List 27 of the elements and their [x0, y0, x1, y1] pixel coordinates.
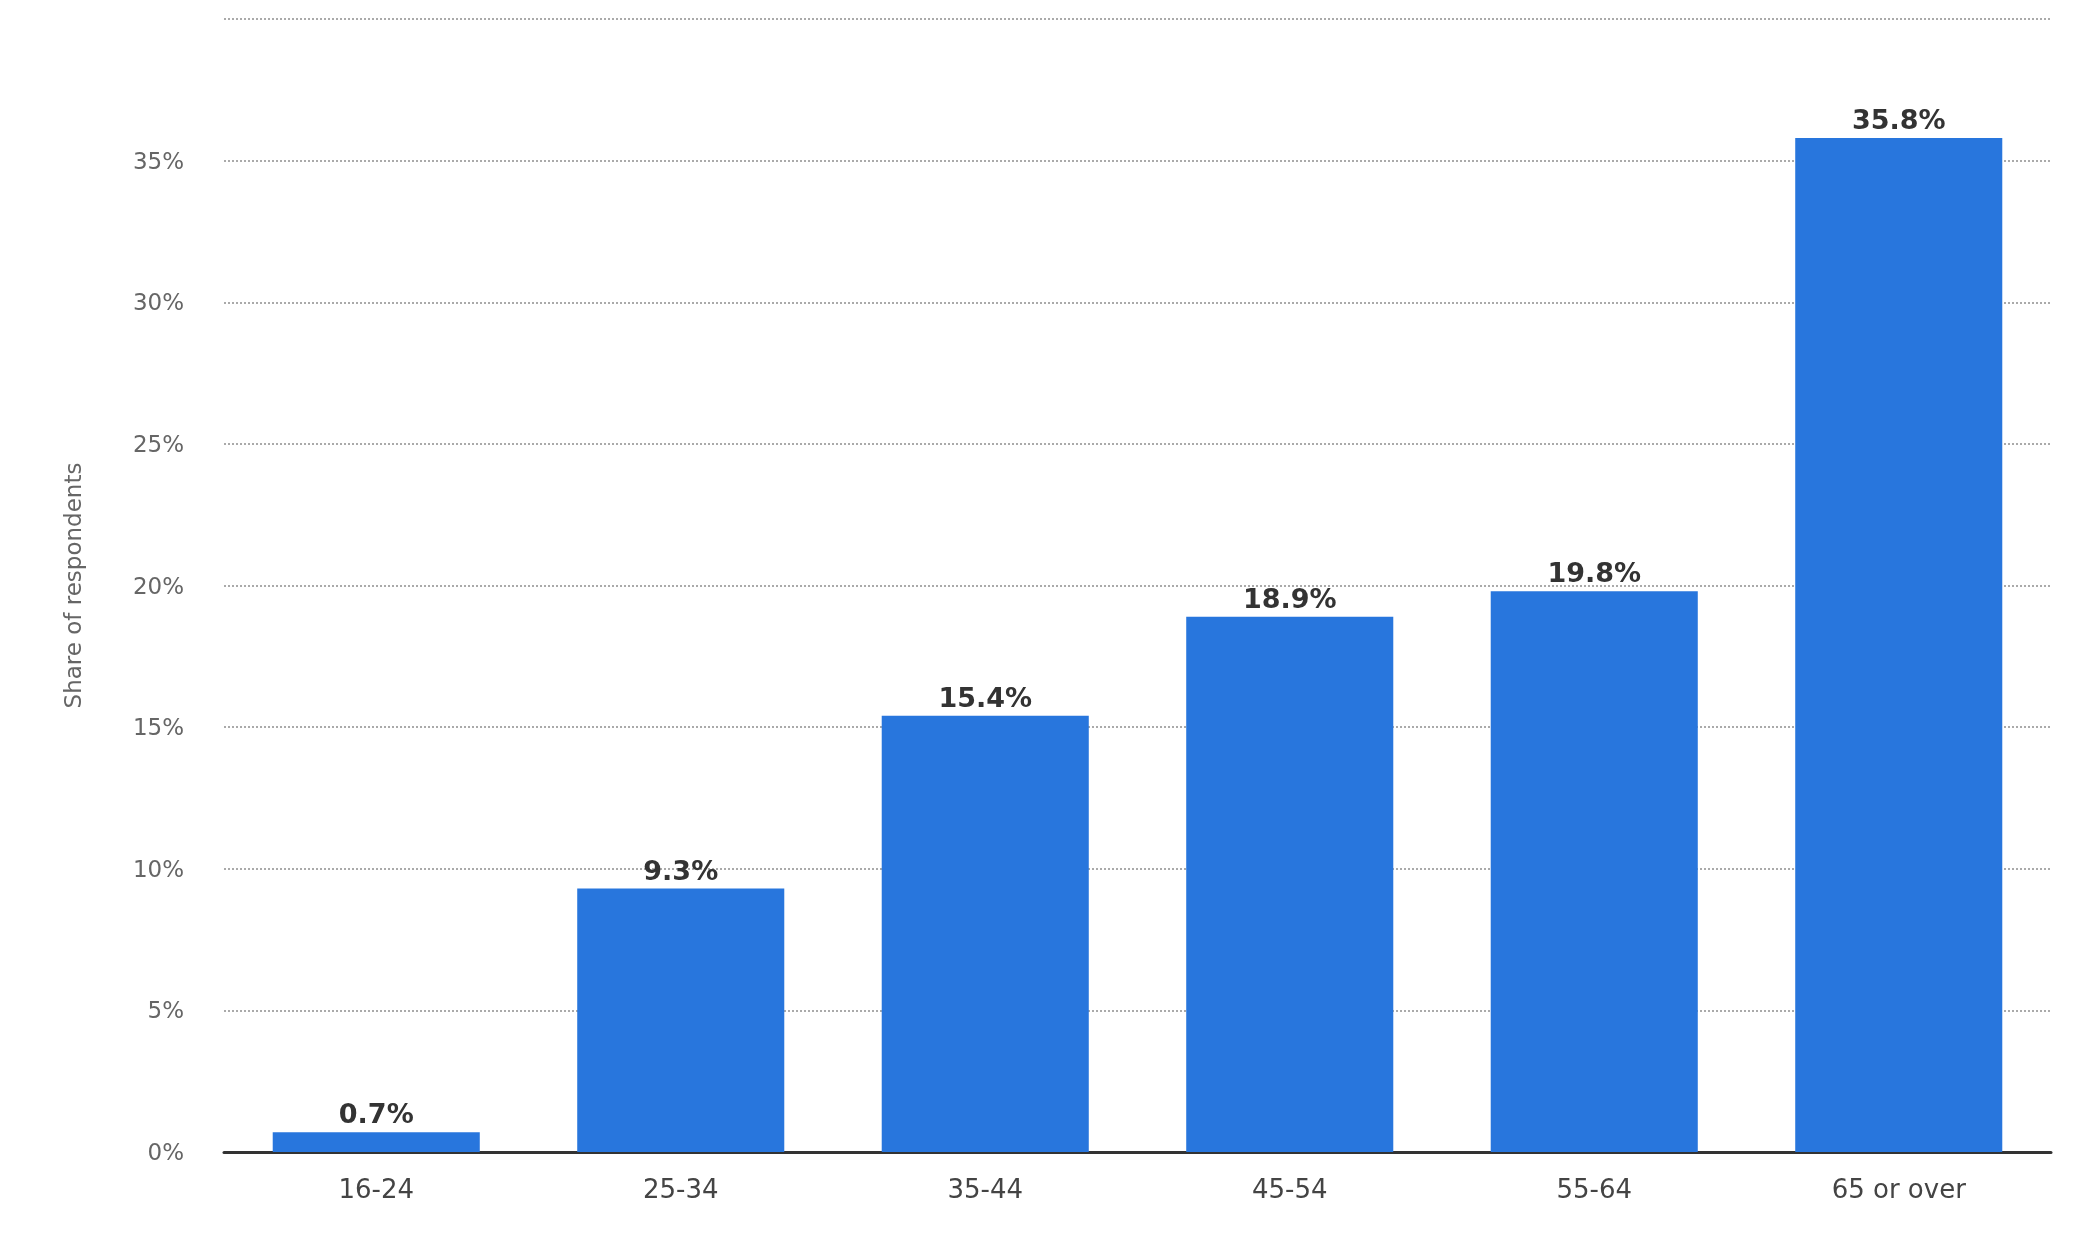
x-tick-label: 45-54 [1251, 1174, 1328, 1204]
y-tick-label: 0% [147, 1139, 184, 1165]
data-label: 18.9% [1242, 582, 1337, 614]
y-tick-label: 5% [147, 997, 184, 1024]
y-tick-label: 25% [132, 430, 184, 457]
data-label: 19.8% [1547, 557, 1642, 589]
bar [881, 715, 1089, 1152]
data-label: 9.3% [643, 854, 719, 886]
bar [577, 888, 785, 1152]
bar [1795, 137, 2003, 1152]
data-label: 35.8% [1851, 103, 1946, 135]
x-tick-label: 16-24 [338, 1174, 415, 1204]
y-tick-label: 15% [132, 714, 184, 741]
data-label: 15.4% [938, 681, 1033, 713]
y-tick-label: 35% [132, 147, 184, 174]
x-tick-label: 65 or over [1831, 1174, 1967, 1204]
bar [272, 1132, 480, 1152]
x-tick-label: 35-44 [947, 1174, 1024, 1204]
data-label: 0.7% [338, 1098, 414, 1130]
y-axis-title: Share of respondents [59, 462, 86, 709]
y-tick-label: 10% [132, 855, 184, 882]
x-tick-label: 55-64 [1556, 1174, 1633, 1204]
y-tick-label: 30% [132, 289, 184, 316]
bar [1490, 591, 1698, 1152]
y-tick-label: 20% [132, 572, 184, 599]
x-tick-label: 25-34 [642, 1174, 719, 1204]
bar [1186, 616, 1394, 1152]
